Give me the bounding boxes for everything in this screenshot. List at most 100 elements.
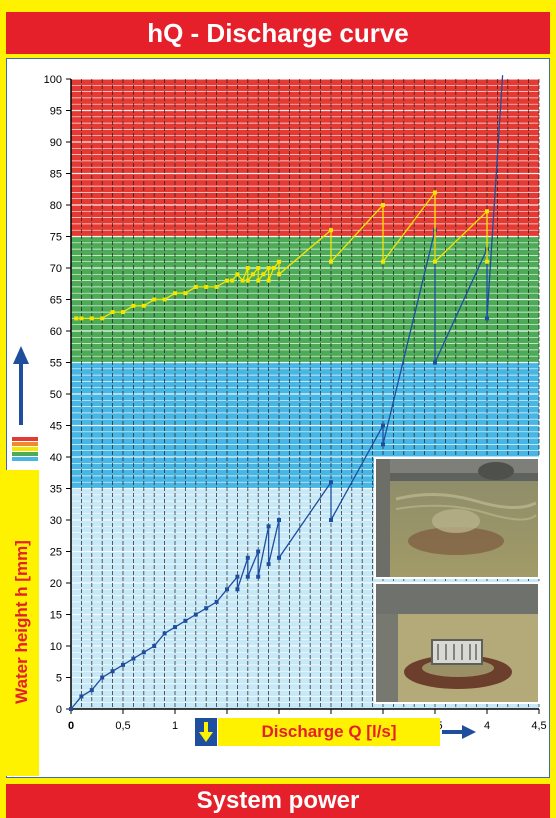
xlabel-background: [218, 718, 440, 746]
data-point-blue: [256, 549, 261, 554]
x-tick-label: 4: [484, 720, 490, 732]
y-tick-label: 65: [50, 295, 62, 307]
data-point-yellow: [79, 316, 84, 321]
data-point-blue: [214, 599, 219, 604]
level-legend-swatch: [12, 457, 38, 461]
data-point-yellow: [173, 291, 177, 296]
level-legend-swatch: [12, 442, 38, 446]
photo-drain-flooded: [374, 457, 540, 579]
data-point-blue: [245, 574, 250, 579]
x-tick-label: 0,5: [115, 720, 130, 732]
y-tick-label: 75: [50, 232, 62, 244]
data-point-blue: [204, 606, 209, 611]
data-point-yellow: [235, 272, 240, 277]
y-tick-label: 80: [50, 200, 62, 212]
data-point-yellow: [230, 278, 235, 283]
data-point-blue: [110, 669, 115, 674]
data-point-blue: [193, 612, 198, 617]
data-point-blue: [266, 562, 271, 567]
data-point-yellow: [256, 266, 261, 270]
y-axis-label: Water height h [mm]: [12, 540, 31, 704]
data-point-blue: [266, 524, 271, 529]
data-point-blue: [381, 442, 385, 447]
zone-band-red: [71, 79, 539, 237]
data-point-yellow: [225, 278, 229, 283]
data-point-blue: [329, 518, 333, 522]
ylabel-background: [6, 470, 39, 776]
data-point-blue: [121, 662, 125, 667]
data-point-yellow: [100, 316, 105, 321]
x-axis-label: Discharge Q [l/s]: [261, 722, 397, 741]
y-tick-label: 40: [50, 452, 62, 464]
y-tick-label: 90: [50, 137, 62, 149]
y-tick-label: 100: [44, 74, 62, 86]
data-point-blue: [329, 480, 333, 485]
y-tick-label: 60: [50, 326, 62, 338]
data-point-blue: [235, 574, 240, 579]
data-point-yellow: [245, 278, 250, 283]
data-point-yellow: [214, 284, 219, 289]
data-point-blue: [235, 587, 240, 592]
data-point-blue: [183, 618, 188, 623]
y-tick-label: 20: [50, 578, 62, 590]
data-point-yellow: [141, 303, 146, 308]
level-legend-swatch: [12, 437, 38, 441]
data-point-blue: [225, 587, 229, 592]
data-point-blue: [381, 423, 385, 428]
data-point-yellow: [329, 259, 333, 264]
data-point-yellow: [329, 228, 333, 233]
y-tick-label: 10: [50, 641, 62, 653]
data-point-yellow: [240, 278, 245, 283]
data-point-yellow: [266, 266, 271, 270]
data-point-blue: [89, 688, 94, 693]
data-point-yellow: [381, 203, 385, 207]
y-tick-label: 50: [50, 389, 62, 401]
y-tick-label: 35: [50, 484, 62, 496]
data-point-blue: [256, 574, 261, 579]
y-tick-label: 45: [50, 421, 62, 433]
data-point-blue: [152, 644, 157, 648]
y-tick-label: 5: [56, 673, 62, 685]
data-point-yellow: [485, 209, 489, 214]
data-point-blue: [79, 694, 84, 699]
y-tick-label: 85: [50, 169, 62, 181]
down-arrow-icon: [195, 718, 217, 746]
photo-drain-grate-image: [376, 584, 538, 702]
data-point-yellow: [433, 190, 437, 195]
photo-drain-grate: [374, 582, 540, 704]
footer-title: System power: [6, 784, 550, 818]
data-point-blue: [131, 656, 136, 661]
data-point-yellow: [381, 259, 385, 264]
data-point-yellow: [277, 272, 281, 277]
data-point-yellow: [433, 259, 437, 264]
x-tick-label: 0: [68, 720, 74, 732]
data-point-blue: [245, 555, 250, 560]
data-point-yellow: [204, 284, 209, 289]
data-point-blue: [277, 555, 281, 560]
data-point-yellow: [74, 316, 79, 321]
data-point-yellow: [245, 266, 250, 270]
x-tick-label: 1: [172, 720, 178, 732]
data-point-yellow: [193, 284, 198, 289]
photo-drain-flooded-image: [376, 459, 538, 577]
up-arrow-icon-head: [13, 346, 29, 364]
data-point-yellow: [485, 259, 489, 264]
level-legend-swatch: [12, 452, 38, 456]
level-legend-swatch: [12, 447, 38, 451]
data-point-yellow: [121, 310, 125, 315]
data-point-yellow: [162, 297, 167, 302]
data-point-blue: [173, 625, 177, 630]
data-point-yellow: [277, 259, 281, 264]
data-point-yellow: [152, 297, 157, 302]
data-point-yellow: [271, 266, 276, 270]
data-point-yellow: [183, 291, 188, 296]
y-tick-label: 55: [50, 358, 62, 370]
data-point-yellow: [89, 316, 94, 321]
data-point-blue: [141, 650, 146, 655]
data-point-blue: [277, 518, 281, 522]
data-point-yellow: [256, 278, 261, 283]
y-tick-label: 30: [50, 515, 62, 527]
y-tick-label: 15: [50, 610, 62, 622]
y-tick-label: 70: [50, 263, 62, 275]
data-point-yellow: [261, 272, 266, 277]
